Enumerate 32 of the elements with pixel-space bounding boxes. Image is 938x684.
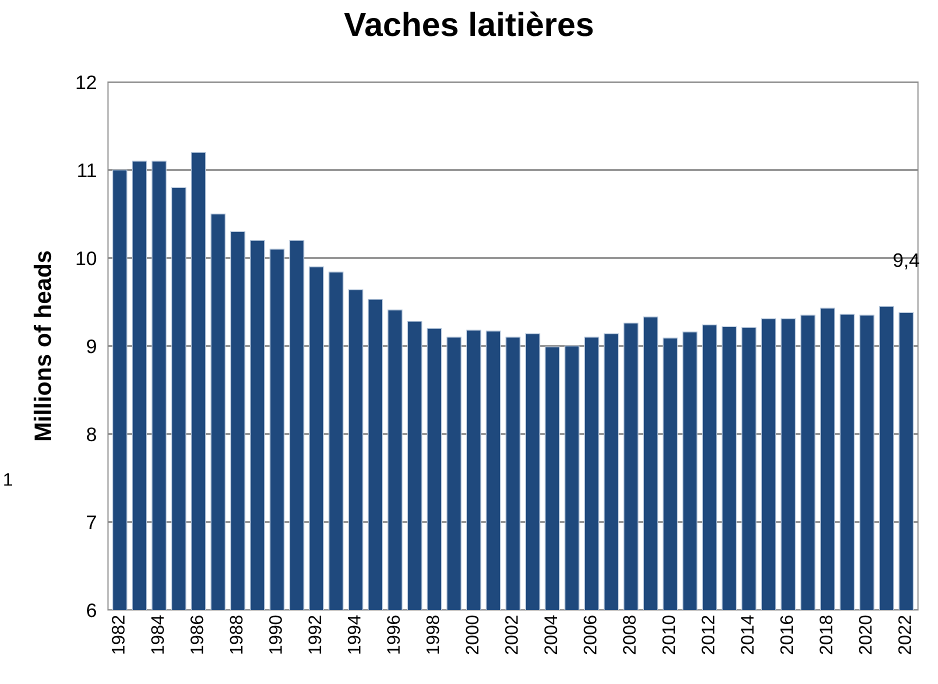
x-tick-label: 1992 [308, 616, 322, 654]
y-tick-label: 8 [86, 427, 96, 442]
x-tick-label: 2020 [858, 616, 872, 654]
x-tick-label: 1986 [190, 616, 204, 654]
chart-title: Vaches laitières [344, 12, 593, 36]
x-tick-label: 2004 [544, 615, 558, 654]
y-tick-label: 9 [86, 339, 96, 354]
x-tick-label: 2018 [820, 616, 832, 654]
y-tick-label: 12 [76, 75, 96, 90]
x-tick-label: 2008 [623, 616, 636, 654]
x-tick-label: 2006 [584, 616, 596, 654]
data-label: 9,4 [894, 253, 920, 270]
x-tick-label: 2002 [505, 616, 518, 654]
y-tick-label: 7 [87, 516, 96, 530]
x-tick-label: 2000 [466, 616, 479, 654]
y-axis-title: Millions of heads [34, 251, 52, 440]
x-tick-label: 2014 [740, 615, 754, 654]
x-tick-label: 1988 [230, 616, 243, 654]
x-tick-label: 1982 [112, 616, 125, 654]
x-tick-label: 2022 [898, 616, 912, 654]
x-tick-label: 2012 [702, 616, 714, 654]
x-tick-label: 2016 [780, 616, 794, 654]
y-tick-label: 11 [78, 164, 96, 178]
x-tick-label: 2010 [662, 616, 676, 654]
x-tick-label: 1994 [348, 615, 361, 654]
x-tick-label: 1998 [426, 616, 440, 654]
y-tick-label: 10 [76, 251, 96, 266]
x-tick-label: 1996 [387, 616, 400, 654]
x-tick-label: 1990 [269, 616, 282, 654]
y-tick-label: 6 [87, 603, 96, 618]
x-tick-label: 1984 [151, 615, 164, 654]
text: 1 [4, 473, 12, 486]
